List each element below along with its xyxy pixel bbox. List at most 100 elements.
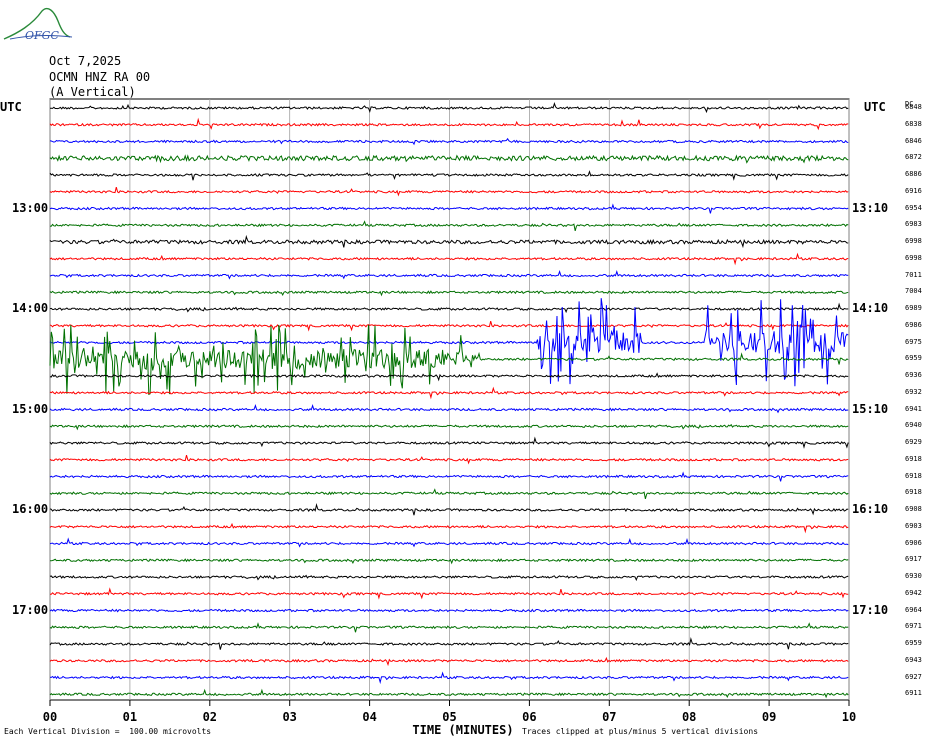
dc-offset-label: 6986 (905, 320, 922, 329)
trace-row-24 (49, 502, 849, 516)
x-tick-label: 06 (522, 710, 537, 724)
utc-left-label: UTC (0, 100, 22, 114)
dc-offset-label: 6998 (905, 253, 922, 262)
x-tick-label: 05 (442, 710, 457, 724)
trace-row-12 (49, 302, 849, 314)
dc-offset-label: 6998 (905, 237, 922, 245)
trace-row-29 (50, 587, 849, 600)
dc-offset-label: 6918 (905, 471, 922, 480)
trace-row-21 (49, 454, 849, 465)
left-time-label: 13:00 (12, 200, 49, 215)
trace-row-30 (49, 608, 849, 613)
trace-row-11 (49, 290, 849, 297)
left-time-label: 17:00 (12, 602, 49, 617)
trace-row-3 (49, 154, 849, 164)
dc-offset-label: 6918 (905, 488, 922, 497)
right-time-label: 17:10 (852, 602, 889, 617)
trace-row-13 (49, 320, 849, 332)
date-label: Oct 7,2025 (49, 54, 122, 68)
trace-row-17 (49, 386, 849, 400)
trace-row-9 (49, 252, 849, 266)
trace-row-1 (49, 117, 849, 131)
dc-offset-label: 6918 (905, 454, 922, 463)
dc-offset-label: 6906 (905, 538, 922, 547)
dc-offset-label: 6932 (905, 387, 922, 396)
dc-offset-label: 6941 (905, 404, 922, 413)
logo-text: OFGC (25, 29, 59, 42)
dc-offset-label: 6936 (905, 371, 922, 379)
trace-row-20 (49, 436, 849, 449)
trace-row-16 (49, 372, 849, 382)
dc-offset-label: 6929 (905, 438, 922, 446)
trace-row-32 (49, 636, 849, 650)
dc-offset-label: 6943 (905, 655, 922, 664)
dc-offset-label: 6930 (905, 572, 922, 580)
component-label: (A Vertical) (49, 85, 136, 99)
dc-offset-label: 6942 (905, 588, 922, 597)
dc-offset-label: 6975 (905, 337, 922, 346)
dc-offset-label: 6927 (905, 672, 922, 681)
trace-row-27 (49, 558, 849, 565)
dc-offset-label: 6964 (905, 605, 922, 614)
right-time-label: 16:10 (852, 502, 889, 516)
traces (49, 102, 849, 699)
dc-offset-label: 6872 (905, 153, 922, 162)
left-time-label: 15:00 (12, 401, 49, 416)
dc-offset-label: 6954 (905, 203, 922, 212)
dc-header-label: DC (905, 100, 914, 108)
trace-row-5 (49, 186, 849, 197)
trace-row-34 (49, 671, 849, 685)
dc-offset-label: 7004 (905, 287, 922, 296)
dc-offset-label: 6846 (905, 136, 922, 145)
utc-right-label: UTC (864, 100, 886, 114)
dc-offset-label: 6983 (905, 220, 922, 229)
dc-offset-label: 7011 (905, 270, 922, 279)
trace-row-26 (49, 537, 849, 548)
trace-row-4 (49, 170, 849, 181)
dc-offset-label: 6908 (905, 505, 922, 513)
dc-offset-label: 6940 (905, 421, 922, 430)
dc-offset-label: 6903 (905, 521, 922, 530)
dc-offset-label: 6959 (905, 354, 922, 363)
x-tick-label: 01 (122, 710, 138, 724)
dc-offset-label: 6989 (905, 304, 922, 312)
trace-row-14 (49, 298, 849, 387)
trace-row-33 (49, 656, 849, 667)
trace-row-25 (49, 522, 849, 534)
dc-offset-label: 6971 (905, 622, 922, 631)
trace-row-15 (49, 324, 849, 396)
left-time-label: 16:00 (12, 502, 49, 516)
dc-offset-label: 6959 (905, 639, 922, 647)
x-tick-label: 09 (761, 710, 777, 724)
x-tick-label: 03 (282, 710, 297, 724)
right-time-label: 13:10 (852, 200, 889, 215)
station-label: OCMN HNZ RA 00 (49, 70, 151, 84)
trace-row-2 (49, 137, 849, 146)
plot-grid (49, 98, 850, 701)
dc-offset-label: 6848 (905, 103, 922, 111)
trace-row-6 (49, 203, 849, 214)
x-tick-label: 07 (602, 710, 617, 724)
trace-row-7 (49, 220, 849, 232)
scale-note: Each Vertical Division = 100.00 microvol… (4, 727, 212, 736)
clip-note: Traces clipped at plus/minus 5 vertical … (522, 727, 759, 736)
trace-row-31 (49, 622, 849, 633)
right-time-label: 15:10 (852, 401, 889, 416)
logo-icon (3, 7, 73, 40)
trace-row-22 (49, 471, 849, 482)
x-tick-label: 08 (681, 710, 697, 724)
trace-row-23 (49, 488, 849, 500)
trace-row-10 (49, 269, 849, 280)
trace-row-19 (49, 423, 849, 431)
dc-offset-label: 6916 (905, 186, 922, 195)
left-time-label: 14:00 (12, 301, 49, 315)
dc-offset-label: 6838 (905, 119, 922, 128)
trace-row-8 (49, 234, 849, 249)
trace-row-18 (49, 403, 849, 414)
dc-offset-label: 6911 (905, 689, 922, 698)
x-tick-label: 10 (841, 710, 857, 724)
right-time-label: 14:10 (852, 301, 889, 315)
dc-offset-label: 6886 (905, 170, 922, 178)
x-tick-label: 00 (42, 710, 58, 724)
